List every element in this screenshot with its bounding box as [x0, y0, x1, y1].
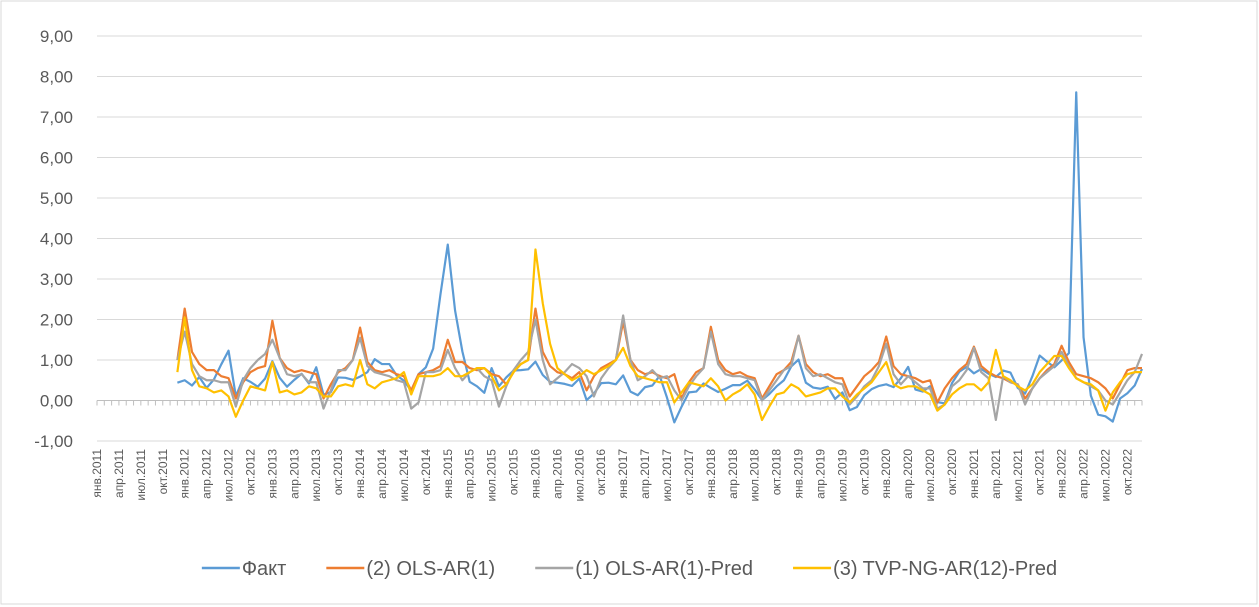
x-tick-label: апр.2013 [287, 449, 301, 499]
y-tick-label: 3,00 [40, 270, 73, 289]
x-tick-label: янв.2020 [879, 449, 893, 499]
x-tick-label: апр.2011 [112, 449, 126, 498]
x-tick-label: янв.2015 [441, 449, 455, 499]
y-tick-label: 4,00 [40, 230, 73, 249]
x-tick-label: окт.2012 [243, 449, 257, 496]
legend-label: (3) TVP-NG-AR(12)-Pred [833, 558, 1057, 580]
x-tick-label: янв.2021 [967, 449, 981, 499]
x-tick-label: окт.2022 [1120, 449, 1134, 496]
y-tick-label: 1,00 [40, 351, 73, 370]
x-tick-label: июл.2016 [572, 449, 586, 502]
x-tick-label: апр.2017 [638, 449, 652, 499]
x-tick-label: июл.2011 [134, 449, 148, 501]
y-tick-label: 0,00 [40, 392, 73, 411]
y-tick-label: 8,00 [40, 68, 73, 87]
x-tick-label: апр.2014 [375, 449, 389, 499]
x-tick-label: апр.2020 [901, 449, 915, 499]
legend-label: Факт [242, 558, 286, 580]
x-tick-label: янв.2012 [178, 449, 192, 499]
legend: Факт (2) OLS-AR(1) (1) OLS-AR(1)-Pred (3) T… [201, 558, 1057, 580]
x-tick-label: окт.2011 [156, 449, 170, 495]
x-tick-label: июл.2021 [1011, 449, 1025, 502]
x-tick-label: июл.2018 [748, 449, 762, 502]
x-tick-label: окт.2020 [945, 449, 959, 496]
x-tick-label: окт.2019 [857, 449, 871, 496]
x-tick-label: июл.2013 [309, 449, 323, 502]
x-tick-label: окт.2018 [770, 449, 784, 496]
x-tick-label: янв.2011 [90, 449, 104, 498]
y-tick-label: -1,00 [34, 432, 73, 451]
x-tick-label: июл.2017 [660, 449, 674, 502]
x-tick-label: апр.2019 [813, 449, 827, 499]
x-tick-label: апр.2018 [726, 449, 740, 499]
x-tick-label: янв.2017 [616, 449, 630, 499]
x-tick-label: июл.2015 [485, 449, 499, 502]
legend-label: (2) OLS-AR(1) [366, 558, 495, 580]
x-tick-label: янв.2016 [528, 449, 542, 499]
x-tick-label: апр.2015 [463, 449, 477, 499]
y-tick-label: 7,00 [40, 108, 73, 127]
legend-label: (1) OLS-AR(1)-Pred [575, 558, 753, 580]
x-tick-label: янв.2019 [792, 449, 806, 499]
x-tick-label: окт.2014 [419, 449, 433, 496]
x-tick-label: окт.2021 [1033, 449, 1047, 496]
y-tick-label: 5,00 [40, 189, 73, 208]
series-line [176, 314, 1144, 422]
x-tick-label: апр.2021 [989, 449, 1003, 499]
x-tick-label: окт.2015 [507, 449, 521, 496]
x-tick-label: июл.2020 [923, 449, 937, 502]
x-tick-label: апр.2016 [550, 449, 564, 499]
y-tick-label: 9,00 [40, 27, 73, 46]
x-tick-label: янв.2022 [1055, 449, 1069, 499]
x-tick-label: июл.2022 [1098, 449, 1112, 502]
x-tick-label: июл.2012 [222, 449, 236, 502]
x-tick-label: апр.2012 [200, 449, 214, 499]
x-tick-label: окт.2013 [331, 449, 345, 496]
x-tick-label: окт.2017 [682, 449, 696, 496]
x-tick-label: июл.2014 [397, 449, 411, 502]
x-tick-label: янв.2018 [704, 449, 718, 499]
y-tick-label: 2,00 [40, 311, 73, 330]
x-tick-label: янв.2013 [265, 449, 279, 499]
x-tick-label: окт.2016 [594, 449, 608, 496]
x-tick-label: янв.2014 [353, 449, 367, 499]
x-tick-label: апр.2022 [1077, 449, 1091, 499]
x-tick-label: июл.2019 [835, 449, 849, 502]
y-tick-label: 6,00 [40, 149, 73, 168]
series-line [176, 248, 1142, 422]
